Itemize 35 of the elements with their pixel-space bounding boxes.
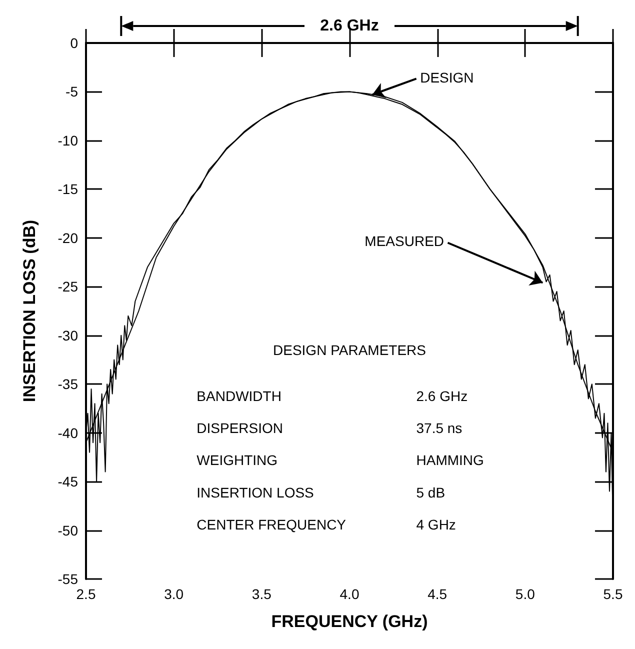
y-tick-label: -20 — [58, 230, 78, 246]
annotation: DESIGN PARAMETERS — [273, 342, 426, 358]
y-tick-label: -10 — [58, 132, 78, 148]
x-tick-label: 5.5 — [603, 586, 623, 602]
annotation: 5 dB — [416, 484, 446, 500]
y-tick-label: -55 — [58, 571, 78, 587]
y-tick-label: -5 — [66, 84, 78, 100]
x-tick-label: 3.5 — [252, 586, 272, 602]
y-tick-label: 0 — [70, 35, 78, 51]
x-axis-title: FREQUENCY (GHz) — [271, 612, 428, 631]
annotation: MEASURED — [364, 233, 444, 250]
y-tick-label: -15 — [58, 181, 78, 198]
y-tick-label: -50 — [58, 522, 78, 538]
y-axis-title: INSERTION LOSS (dB) — [20, 220, 39, 402]
annotation: 37.5 ns — [416, 420, 462, 436]
x-tick-label: 2.5 — [76, 586, 96, 602]
y-tick-label: -25 — [58, 278, 78, 295]
y-tick-label: -30 — [58, 327, 78, 344]
annotation: 2.6 GHz — [416, 388, 468, 404]
x-tick-label: 3.0 — [164, 586, 184, 602]
annotation: CENTER FREQUENCY — [196, 516, 347, 532]
y-tick-label: -35 — [58, 376, 78, 392]
y-tick-label: -40 — [58, 424, 78, 441]
annotation: HAMMING — [416, 452, 484, 468]
x-tick-label: 5.0 — [515, 586, 536, 602]
annotation: 4 GHz — [416, 516, 456, 532]
y-tick-label: -45 — [58, 474, 78, 490]
annotation: INSERTION LOSS — [196, 484, 314, 500]
x-tick-label: 4.0 — [340, 586, 360, 602]
x-tick-label: 4.5 — [428, 586, 448, 602]
text: 2.6 GHz — [320, 18, 379, 34]
annotation: DISPERSION — [196, 420, 284, 436]
annotation: BANDWIDTH — [196, 388, 282, 404]
annotation: DESIGN — [420, 69, 474, 86]
annotation: WEIGHTING — [196, 452, 278, 468]
